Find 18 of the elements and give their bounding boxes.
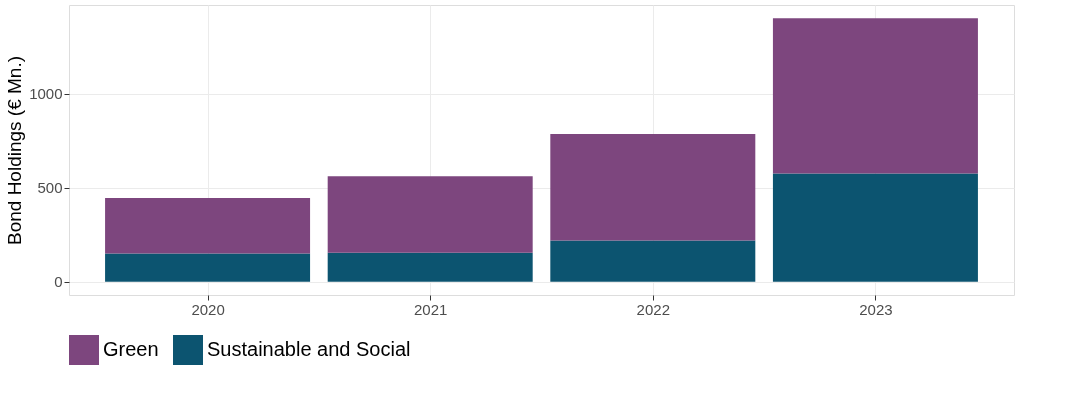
x-tick-label: 2023 <box>859 300 893 318</box>
y-tick-label: 0 <box>54 273 63 291</box>
bar <box>327 252 533 282</box>
bar <box>105 198 311 254</box>
x-tick-label: 2021 <box>414 300 448 318</box>
legend-label: Green <box>103 338 159 360</box>
bar <box>327 176 533 253</box>
bar <box>772 18 978 174</box>
bar <box>772 173 978 282</box>
y-tick-label: 1000 <box>29 85 63 103</box>
y-tick-label: 500 <box>37 179 63 197</box>
x-tick-label: 2020 <box>191 300 225 318</box>
legend-label: Sustainable and Social <box>207 338 411 360</box>
y-axis-title: Bond Holdings (€ Mn.) <box>4 55 26 246</box>
bar <box>550 240 756 282</box>
bar <box>550 133 756 241</box>
x-tick-label: 2022 <box>636 300 670 318</box>
bar <box>105 253 311 282</box>
